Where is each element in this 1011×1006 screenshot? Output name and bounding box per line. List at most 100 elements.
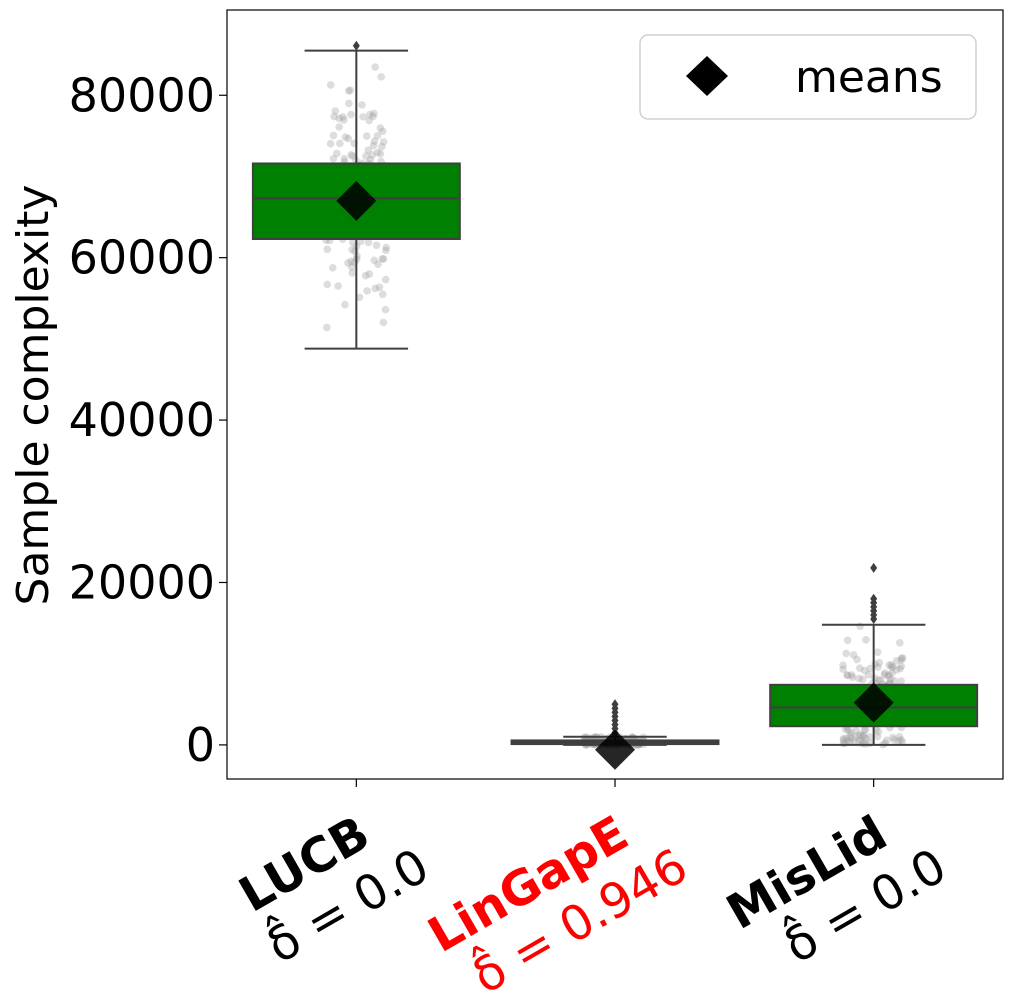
sample-point xyxy=(843,671,851,679)
sample-point xyxy=(361,271,370,280)
sample-point xyxy=(897,677,906,685)
sample-point xyxy=(856,622,864,631)
sample-point xyxy=(855,731,863,739)
sample-point xyxy=(855,674,863,683)
y-axis: 0 20000 40000 60000 80000 xyxy=(69,68,227,772)
mean-marker xyxy=(595,729,635,770)
sample-point xyxy=(888,663,896,672)
sample-point xyxy=(323,245,332,254)
sample-point xyxy=(847,671,856,679)
outlier-point xyxy=(870,593,878,604)
sample-point xyxy=(866,733,874,741)
sample-point xyxy=(333,149,341,158)
sample-point xyxy=(364,238,373,247)
sample-point xyxy=(379,255,388,263)
sample-point xyxy=(889,733,897,742)
sample-point xyxy=(895,732,904,741)
sample-point xyxy=(371,63,379,71)
sample-point xyxy=(347,150,356,159)
sample-point xyxy=(874,663,882,671)
sample-point xyxy=(362,152,370,160)
sample-point xyxy=(382,243,391,252)
sample-point xyxy=(330,112,338,121)
sample-point xyxy=(347,110,355,119)
sample-point xyxy=(890,736,898,744)
sample-point xyxy=(839,734,848,743)
sample-point xyxy=(862,635,870,644)
sample-point xyxy=(378,255,387,263)
sample-point xyxy=(336,139,344,148)
sample-point xyxy=(839,736,848,744)
sample-point xyxy=(842,649,851,658)
sample-point xyxy=(341,300,349,309)
sample-point xyxy=(377,72,385,81)
sample-point xyxy=(326,81,335,89)
y-tick-label: 60000 xyxy=(69,231,215,285)
sample-point xyxy=(335,123,344,131)
sample-point xyxy=(347,257,356,266)
sample-point xyxy=(381,275,390,284)
sample-point xyxy=(846,730,854,739)
sample-point xyxy=(382,246,390,255)
sample-point xyxy=(859,732,868,740)
sample-point xyxy=(334,282,342,290)
sample-point xyxy=(370,109,378,118)
sample-point xyxy=(862,734,870,743)
sample-point xyxy=(876,676,885,685)
sample-point xyxy=(371,284,380,293)
sample-point xyxy=(370,256,379,265)
y-axis-label: Sample complexity xyxy=(8,185,59,606)
sample-point xyxy=(378,290,387,299)
sample-point xyxy=(341,133,350,141)
sample-point xyxy=(846,737,855,746)
sample-point xyxy=(897,736,905,744)
sample-point xyxy=(359,113,367,121)
sample-point xyxy=(368,151,377,159)
sample-point xyxy=(378,127,387,136)
sample-point xyxy=(328,264,337,272)
sample-point xyxy=(350,258,359,267)
sample-point xyxy=(348,152,357,160)
sample-point xyxy=(348,269,357,277)
sample-point xyxy=(378,142,386,151)
sample-point xyxy=(860,726,869,735)
sample-point xyxy=(839,661,847,669)
sample-point xyxy=(892,656,901,665)
sample-point xyxy=(874,648,882,656)
sample-point xyxy=(882,736,891,744)
sample-point xyxy=(369,141,378,150)
sample-point xyxy=(887,660,895,669)
sample-point xyxy=(839,665,847,673)
sample-point xyxy=(844,726,852,735)
sample-point xyxy=(374,260,382,269)
sample-point xyxy=(344,99,353,108)
sample-point xyxy=(851,733,860,741)
sample-point xyxy=(326,139,335,148)
sample-point xyxy=(358,101,366,109)
sample-point xyxy=(888,669,896,677)
sample-point xyxy=(366,110,374,119)
sample-point xyxy=(376,149,385,158)
sample-point xyxy=(372,241,381,250)
sample-point xyxy=(866,664,874,673)
sample-point xyxy=(366,155,375,164)
sample-point xyxy=(890,676,899,685)
sample-point xyxy=(848,673,857,681)
sample-point xyxy=(348,238,357,247)
sample-point xyxy=(884,672,892,680)
outlier-point xyxy=(611,699,619,710)
sample-point xyxy=(880,671,889,679)
sample-point xyxy=(376,124,385,132)
sample-point xyxy=(858,675,867,684)
sample-point xyxy=(842,734,851,743)
sample-point xyxy=(365,116,374,125)
sample-point xyxy=(873,732,882,741)
sample-point xyxy=(344,134,353,143)
sample-point xyxy=(843,671,852,680)
sample-point xyxy=(365,270,374,278)
sample-point xyxy=(855,664,864,672)
sample-point xyxy=(375,283,384,292)
sample-point xyxy=(853,655,861,664)
